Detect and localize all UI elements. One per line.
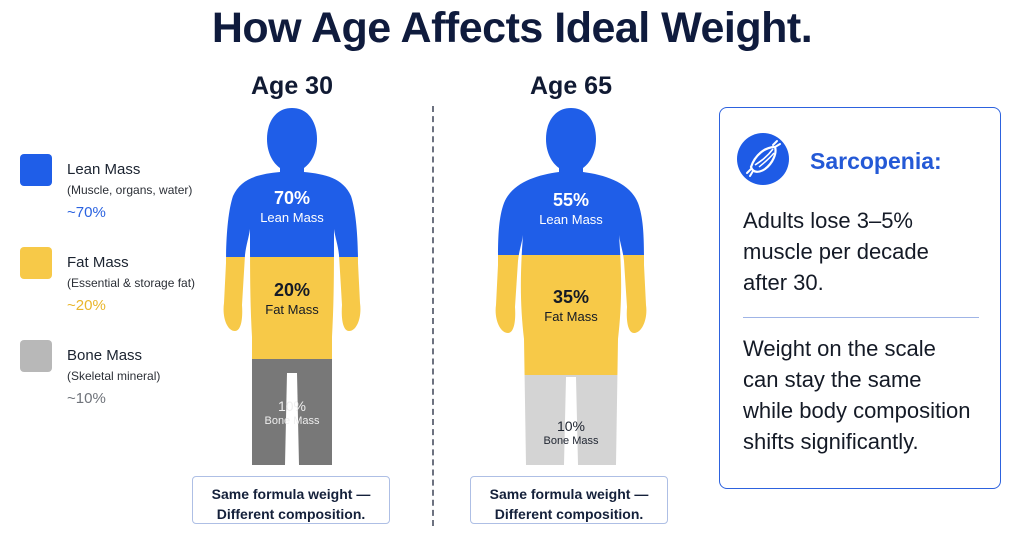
panel-line: while body composition: [743, 398, 971, 423]
bone-mass-label-65: 10% Bone Mass: [501, 418, 641, 447]
fat-mass-swatch: [20, 247, 52, 279]
panel-divider: [743, 317, 979, 318]
lean-mass-swatch: [20, 154, 52, 186]
note-line: Same formula weight —: [211, 486, 371, 502]
legend-desc: (Skeletal mineral): [67, 369, 161, 383]
muscle-icon: [737, 133, 789, 185]
body-figure-age-65: [476, 105, 666, 470]
page-title: How Age Affects Ideal Weight.: [211, 4, 813, 52]
bone-name: Bone Mass: [543, 435, 599, 447]
fat-pct: 35%: [552, 287, 590, 307]
fat-mass-label-65: 35% Fat Mass: [501, 287, 641, 324]
legend-name: Lean Mass: [67, 161, 141, 178]
age-30-title: Age 30: [251, 72, 333, 100]
lean-mass-label-65: 55% Lean Mass: [501, 190, 641, 227]
lean-mass-label-30: 70% Lean Mass: [222, 188, 362, 225]
age-65-title: Age 65: [530, 72, 612, 100]
panel-line: can stay the same: [743, 367, 922, 392]
panel-line: Weight on the scale: [743, 336, 936, 361]
fat-name: Fat Mass: [265, 302, 319, 317]
bone-mass-swatch: [20, 340, 52, 372]
bone-pct: 10%: [556, 418, 586, 434]
legend-name: Fat Mass: [67, 254, 129, 271]
note-age-30: Same formula weight — Different composit…: [192, 476, 390, 524]
panel-text-1: Adults lose 3–5% muscle per decade after…: [743, 205, 993, 298]
lean-name: Lean Mass: [539, 212, 603, 227]
legend-pct: ~20%: [67, 297, 106, 314]
fat-pct: 20%: [273, 280, 311, 300]
panel-line: after 30.: [743, 270, 824, 295]
bone-name: Bone Mass: [264, 415, 320, 427]
legend-pct: ~70%: [67, 204, 106, 221]
note-line: Same formula weight —: [489, 486, 649, 502]
dashed-divider: [432, 106, 434, 526]
note-age-65: Same formula weight — Different composit…: [470, 476, 668, 524]
note-line: Different composition.: [494, 506, 644, 522]
legend-name: Bone Mass: [67, 347, 143, 364]
panel-line: muscle per decade: [743, 239, 929, 264]
lean-pct: 70%: [273, 188, 311, 208]
legend-desc: (Muscle, organs, water): [67, 183, 193, 197]
lean-pct: 55%: [552, 190, 590, 210]
fat-name: Fat Mass: [544, 309, 598, 324]
panel-title: Sarcopenia:: [810, 148, 942, 174]
note-line: Different composition.: [216, 506, 366, 522]
legend-pct: ~10%: [67, 390, 106, 407]
legend-desc: (Essential & storage fat): [67, 276, 196, 290]
bone-pct: 10%: [277, 398, 307, 414]
panel-line: Adults lose 3–5%: [743, 208, 913, 233]
bone-mass-label-30: 10% Bone Mass: [222, 398, 362, 427]
panel-text-2: Weight on the scale can stay the same wh…: [743, 333, 993, 457]
sarcopenia-panel: Sarcopenia: Adults lose 3–5% muscle per …: [719, 107, 1001, 489]
fat-mass-label-30: 20% Fat Mass: [222, 280, 362, 317]
lean-name: Lean Mass: [260, 210, 324, 225]
body-figure-age-30: [197, 105, 387, 470]
panel-line: shifts significantly.: [743, 429, 919, 454]
